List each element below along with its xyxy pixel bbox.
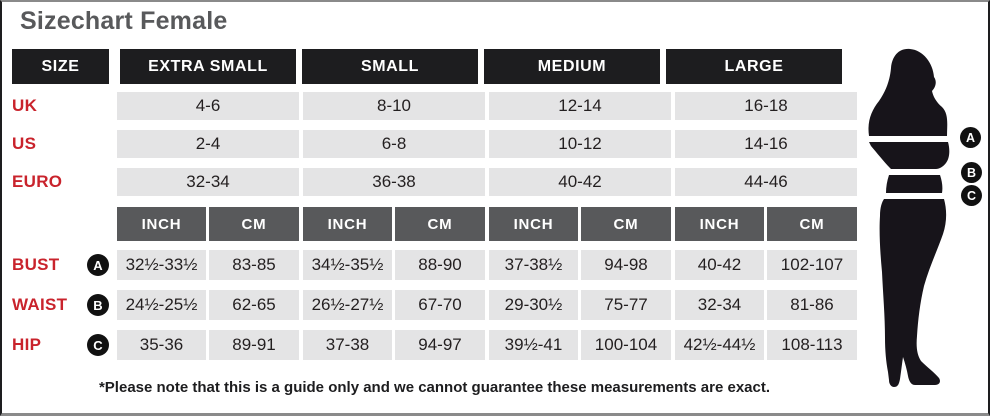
- units-large: INCH CM: [675, 207, 857, 241]
- units-spacer: [12, 207, 114, 241]
- units-extra-small: INCH CM: [117, 207, 299, 241]
- row-label-waist: WAIST: [12, 295, 68, 314]
- hip-l-cm: 108-113: [767, 330, 857, 360]
- hip-s-inch: 37-38: [303, 330, 392, 360]
- waist-l-inch: 32-34: [675, 290, 764, 320]
- table-row-hip: HIP C 35-36 89-91 37-38 94-97 39½-41 100…: [12, 330, 857, 360]
- waist-s-cm: 67-70: [395, 290, 485, 320]
- page-title: Sizechart Female: [20, 7, 228, 35]
- hip-xs-inch: 35-36: [117, 330, 206, 360]
- marker-b-icon: B: [87, 294, 109, 316]
- unit-cm-header: CM: [209, 207, 299, 241]
- row-label-hip-wrap: HIP C: [12, 330, 114, 360]
- bust-large: 40-42 102-107: [675, 250, 857, 280]
- unit-inch-header: INCH: [675, 207, 764, 241]
- waist-xs-inch: 24½-25½: [117, 290, 206, 320]
- hip-m-inch: 39½-41: [489, 330, 578, 360]
- row-label-euro: EURO: [12, 172, 63, 191]
- table-units-row: INCH CM INCH CM INCH CM INCH CM: [12, 207, 857, 241]
- unit-inch-header: INCH: [489, 207, 578, 241]
- bust-s-cm: 88-90: [395, 250, 485, 280]
- marker-c-icon: C: [87, 334, 109, 356]
- hip-l-inch: 42½-44½: [675, 330, 764, 360]
- row-label-bust: BUST: [12, 255, 60, 274]
- hip-extra-small: 35-36 89-91: [117, 330, 299, 360]
- bust-m-cm: 94-98: [581, 250, 671, 280]
- row-label-bust-wrap: BUST A: [12, 250, 114, 280]
- bust-xs-inch: 32½-33½: [117, 250, 206, 280]
- unit-inch-header: INCH: [303, 207, 392, 241]
- figure-marker-b-icon: B: [961, 162, 982, 183]
- waist-xs-cm: 62-65: [209, 290, 299, 320]
- hip-small: 37-38 94-97: [303, 330, 485, 360]
- table-row-waist: WAIST B 24½-25½ 62-65 26½-27½ 67-70 29-3…: [12, 290, 857, 320]
- euro-medium: 40-42: [489, 168, 671, 196]
- row-label-waist-wrap: WAIST B: [12, 290, 114, 320]
- us-medium: 10-12: [489, 130, 671, 158]
- row-label-us: US: [12, 134, 37, 153]
- bust-medium: 37-38½ 94-98: [489, 250, 671, 280]
- unit-cm-header: CM: [581, 207, 671, 241]
- units-medium: INCH CM: [489, 207, 671, 241]
- row-label-uk: UK: [12, 96, 38, 115]
- waist-m-cm: 75-77: [581, 290, 671, 320]
- waist-small: 26½-27½ 67-70: [303, 290, 485, 320]
- bust-small: 34½-35½ 88-90: [303, 250, 485, 280]
- unit-inch-header: INCH: [117, 207, 206, 241]
- sizechart-table: SIZE EXTRA SMALL SMALL MEDIUM LARGE UK 4…: [12, 49, 857, 370]
- waist-m-inch: 29-30½: [489, 290, 578, 320]
- header-large: LARGE: [666, 49, 842, 84]
- figure-marker-a-icon: A: [960, 127, 981, 148]
- bust-l-cm: 102-107: [767, 250, 857, 280]
- hip-s-cm: 94-97: [395, 330, 485, 360]
- uk-medium: 12-14: [489, 92, 671, 120]
- header-size: SIZE: [12, 49, 109, 84]
- uk-large: 16-18: [675, 92, 857, 120]
- female-silhouette-icon: [868, 48, 950, 387]
- header-small: SMALL: [302, 49, 478, 84]
- bust-m-inch: 37-38½: [489, 250, 578, 280]
- hip-m-cm: 100-104: [581, 330, 671, 360]
- uk-small: 8-10: [303, 92, 485, 120]
- table-row-bust: BUST A 32½-33½ 83-85 34½-35½ 88-90 37-38…: [12, 250, 857, 280]
- header-extra-small: EXTRA SMALL: [120, 49, 296, 84]
- waist-extra-small: 24½-25½ 62-65: [117, 290, 299, 320]
- table-header-row: SIZE EXTRA SMALL SMALL MEDIUM LARGE: [12, 49, 857, 84]
- us-large: 14-16: [675, 130, 857, 158]
- bust-l-inch: 40-42: [675, 250, 764, 280]
- hip-xs-cm: 89-91: [209, 330, 299, 360]
- waist-l-cm: 81-86: [767, 290, 857, 320]
- bust-xs-cm: 83-85: [209, 250, 299, 280]
- waist-large: 32-34 81-86: [675, 290, 857, 320]
- euro-large: 44-46: [675, 168, 857, 196]
- euro-small: 36-38: [303, 168, 485, 196]
- euro-extra-small: 32-34: [117, 168, 299, 196]
- hip-large: 42½-44½ 108-113: [675, 330, 857, 360]
- us-small: 6-8: [303, 130, 485, 158]
- row-label-hip: HIP: [12, 335, 42, 354]
- bust-extra-small: 32½-33½ 83-85: [117, 250, 299, 280]
- unit-cm-header: CM: [395, 207, 485, 241]
- table-row-uk: UK 4-6 8-10 12-14 16-18: [12, 92, 857, 120]
- footnote-text: *Please note that this is a guide only a…: [98, 379, 771, 396]
- header-medium: MEDIUM: [484, 49, 660, 84]
- table-row-euro: EURO 32-34 36-38 40-42 44-46: [12, 168, 857, 196]
- hip-medium: 39½-41 100-104: [489, 330, 671, 360]
- uk-extra-small: 4-6: [117, 92, 299, 120]
- unit-cm-header: CM: [767, 207, 857, 241]
- figure-marker-c-icon: C: [961, 185, 982, 206]
- waist-s-inch: 26½-27½: [303, 290, 392, 320]
- waist-medium: 29-30½ 75-77: [489, 290, 671, 320]
- bust-s-inch: 34½-35½: [303, 250, 392, 280]
- table-row-us: US 2-4 6-8 10-12 14-16: [12, 130, 857, 158]
- us-extra-small: 2-4: [117, 130, 299, 158]
- units-small: INCH CM: [303, 207, 485, 241]
- marker-a-icon: A: [87, 254, 109, 276]
